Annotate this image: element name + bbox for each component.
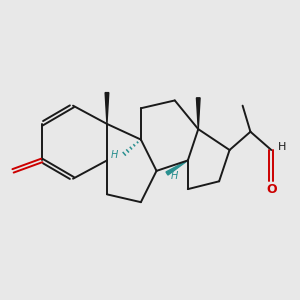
- Text: H: H: [171, 171, 178, 181]
- Polygon shape: [166, 160, 188, 175]
- Text: H: H: [111, 150, 118, 160]
- Text: O: O: [266, 183, 277, 196]
- Polygon shape: [196, 98, 200, 129]
- Polygon shape: [105, 93, 109, 124]
- Text: H: H: [278, 142, 286, 152]
